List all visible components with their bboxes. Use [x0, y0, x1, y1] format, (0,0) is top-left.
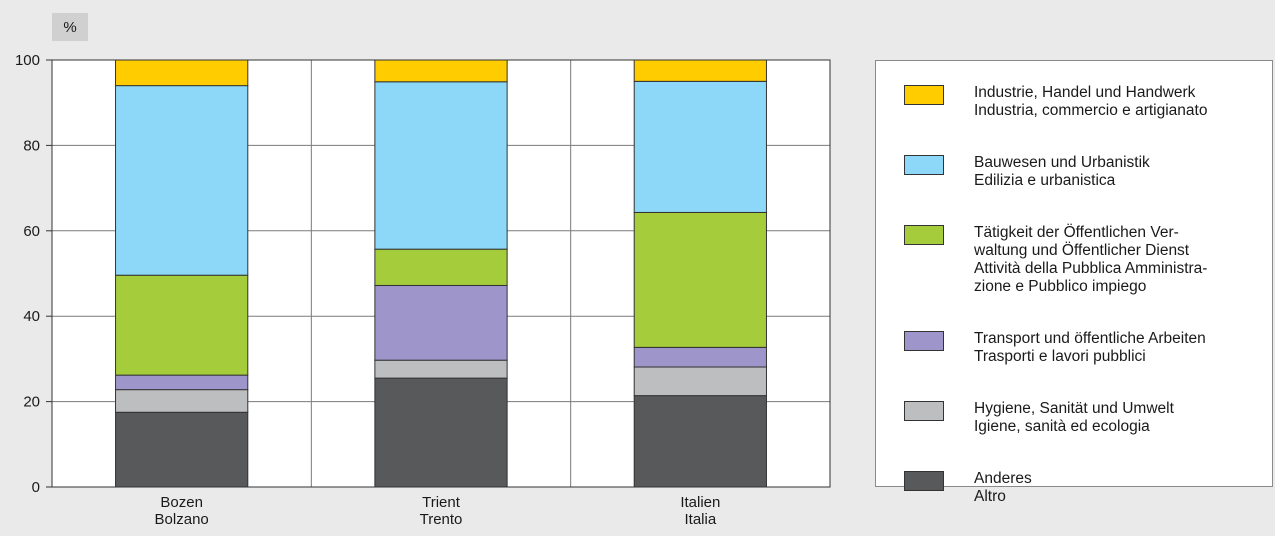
x-tick-label: Italien Italia: [680, 494, 720, 528]
legend: Industrie, Handel und Handwerk Industria,…: [875, 60, 1273, 505]
legend-label: Tätigkeit der Öffentlichen Ver-waltung u…: [974, 224, 1207, 296]
legend-label-line: Edilizia e urbanistica: [974, 172, 1116, 189]
bar-segment-transport: [374, 284, 508, 361]
y-tick-label: 0: [32, 479, 40, 496]
bar-segment-admin: [115, 274, 249, 376]
bar-segment-transport: [115, 374, 249, 391]
y-tick-label: 100: [15, 52, 40, 69]
legend-label-line: Igiene, sanità ed ecologia: [974, 418, 1150, 435]
y-axis-unit-label: %: [52, 13, 88, 41]
legend-label-line: Transport und öffentliche Arbeiten: [974, 330, 1206, 347]
legend-label-line: Altro: [974, 488, 1006, 505]
y-tick-label: 20: [23, 394, 40, 411]
x-tick-label: Trient Trento: [420, 494, 463, 528]
plot-frame: [51, 59, 831, 488]
legend-label: Hygiene, Sanität und Umwelt Igiene, sanit…: [974, 400, 1174, 436]
legend-item-transport: Transport und öffentliche Arbeiten Traspo…: [904, 330, 1206, 366]
legend-item-industry: Industrie, Handel und Handwerk Industria,…: [904, 84, 1207, 120]
y-tick-label: 40: [23, 308, 40, 325]
bar-segment-industry: [374, 59, 508, 83]
bar-segment-construction: [115, 85, 249, 276]
legend-label: Transport und öffentliche Arbeiten Traspo…: [974, 330, 1206, 366]
bar-segment-construction: [374, 81, 508, 250]
y-tick-label: 60: [23, 223, 40, 240]
x-tick-label: Bozen Bolzano: [155, 494, 209, 528]
legend-label-line: Industrie, Handel und Handwerk: [974, 84, 1196, 101]
bar-segment-hygiene: [374, 359, 508, 379]
y-tick-label: 80: [23, 137, 40, 154]
legend-swatch: [904, 331, 944, 351]
legend-swatch: [904, 155, 944, 175]
legend-label-line: Hygiene, Sanität und Umwelt: [974, 400, 1174, 417]
legend-label-line: Tätigkeit der Öffentlichen Ver-: [974, 224, 1179, 241]
bar-segment-hygiene: [115, 389, 249, 413]
legend-item-admin: Tätigkeit der Öffentlichen Ver-waltung u…: [904, 224, 1207, 296]
bar-segment-other: [374, 377, 508, 488]
bar-segment-admin: [633, 211, 767, 348]
bar-segment-transport: [633, 346, 767, 368]
legend-swatch: [904, 471, 944, 491]
legend-label-line: Trasporti e lavori pubblici: [974, 348, 1146, 365]
legend-swatch: [904, 225, 944, 245]
legend-label: Anderes Altro: [974, 470, 1032, 506]
legend-label-line: Anderes: [974, 470, 1032, 487]
legend-item-construction: Bauwesen und Urbanistik Edilizia e urbani…: [904, 154, 1150, 190]
bar-segment-other: [633, 395, 767, 488]
legend-label-line: zione e Pubblico impiego: [974, 278, 1147, 295]
legend-item-other: Anderes Altro: [904, 470, 1032, 506]
legend-label: Industrie, Handel und Handwerk Industria,…: [974, 84, 1207, 120]
bar-segment-admin: [374, 248, 508, 286]
legend-label-line: waltung und Öffentlicher Dienst: [974, 242, 1190, 259]
legend-item-hygiene: Hygiene, Sanität und Umwelt Igiene, sanit…: [904, 400, 1174, 436]
legend-label-line: Attività della Pubblica Amministra-: [974, 260, 1208, 277]
legend-label-line: Bauwesen und Urbanistik: [974, 154, 1150, 171]
bar-segment-hygiene: [633, 366, 767, 397]
bar-segment-other: [115, 411, 249, 488]
bar-segment-industry: [633, 59, 767, 82]
legend-swatch: [904, 85, 944, 105]
bar-segment-industry: [115, 59, 249, 87]
bar-segment-construction: [633, 80, 767, 213]
stacked-bar-chart: 0 20 40 60 80 100 Bozen Bolzano Trient Trento Ital…: [15, 52, 831, 528]
legend-label: Bauwesen und Urbanistik Edilizia e urbani…: [974, 154, 1150, 190]
legend-label-line: Industria, commercio e artigianato: [974, 102, 1208, 119]
legend-swatch: [904, 401, 944, 421]
